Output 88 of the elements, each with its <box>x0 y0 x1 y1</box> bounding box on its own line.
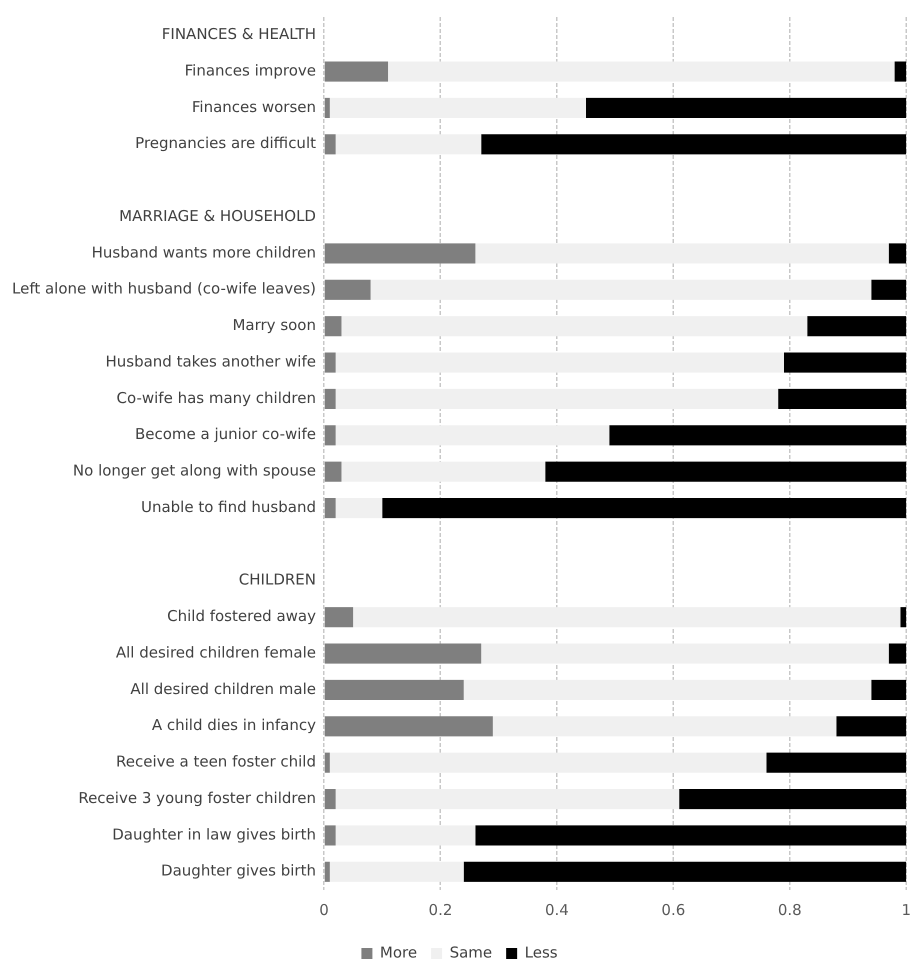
y-tick-label: All desired children male <box>130 680 316 698</box>
x-tick-label: 0.8 <box>778 900 802 919</box>
x-tick-label: 0 <box>319 900 329 919</box>
bar <box>370 280 872 300</box>
bar <box>330 862 464 882</box>
bar <box>324 62 388 82</box>
bar <box>481 644 889 664</box>
bar <box>336 352 784 373</box>
y-tick-label: Finances improve <box>184 61 316 80</box>
bar <box>888 644 906 664</box>
bar <box>888 243 906 264</box>
bar <box>679 789 906 810</box>
y-tick-label: Husband wants more children <box>92 243 316 262</box>
y-tick-label: Marry soon <box>232 316 316 334</box>
bar <box>894 62 906 82</box>
y-tick-label: MARRIAGE & HOUSEHOLD <box>119 206 316 225</box>
bar <box>324 388 336 409</box>
y-tick-label: A child dies in infancy <box>152 716 316 734</box>
y-tick-label: Left alone with husband (co-wife leaves) <box>12 280 316 298</box>
bar <box>336 388 778 409</box>
bar <box>324 425 336 446</box>
bar <box>492 716 836 736</box>
bar <box>336 498 382 518</box>
bar <box>330 98 586 118</box>
bar <box>388 62 895 82</box>
legend-label: Less <box>524 943 558 962</box>
bar <box>341 316 808 336</box>
bar <box>545 462 906 482</box>
bar <box>475 825 906 846</box>
y-tick-label: FINANCES & HEALTH <box>162 25 316 44</box>
bar <box>341 462 546 482</box>
bar <box>324 716 493 736</box>
bar <box>353 607 900 628</box>
bar <box>330 752 766 773</box>
bar <box>871 280 906 300</box>
bar <box>324 316 342 336</box>
bar <box>336 789 680 810</box>
bar <box>324 607 354 628</box>
bar <box>324 789 336 810</box>
x-tick-label: 0.4 <box>544 900 569 919</box>
x-tick-label: 1 <box>901 900 911 919</box>
bar <box>324 752 330 773</box>
bar <box>324 825 336 846</box>
bar <box>871 680 906 700</box>
y-tick-label: Daughter gives birth <box>161 862 316 880</box>
bar <box>900 607 906 628</box>
y-tick-label: Pregnancies are difficult <box>135 134 316 152</box>
legend-label: Same <box>450 943 492 962</box>
y-tick-label: Finances worsen <box>192 98 316 116</box>
bar <box>766 752 906 773</box>
bar <box>609 425 906 446</box>
bar <box>324 862 330 882</box>
bar <box>336 134 482 154</box>
y-tick-label: All desired children female <box>116 643 316 662</box>
y-tick-label: No longer get along with spouse <box>72 462 316 480</box>
legend-label: More <box>380 943 418 962</box>
y-tick-label: Child fostered away <box>167 607 316 626</box>
bar <box>836 716 906 736</box>
y-tick-label: Unable to find husband <box>140 498 316 516</box>
bar <box>586 98 906 118</box>
bar <box>324 680 464 700</box>
bar <box>324 98 330 118</box>
bar <box>336 425 610 446</box>
bar <box>324 462 342 482</box>
x-tick-label: 0.6 <box>661 900 686 919</box>
y-tick-label: Receive a teen foster child <box>116 752 316 771</box>
y-tick-label: CHILDREN <box>238 570 316 589</box>
y-tick-label: Husband takes another wife <box>105 352 316 370</box>
bar <box>324 644 482 664</box>
y-tick-label: Receive 3 young foster children <box>78 788 316 807</box>
bar <box>475 243 889 264</box>
y-tick-label: Daughter in law gives birth <box>112 825 316 844</box>
bar <box>464 862 906 882</box>
bar <box>784 352 906 373</box>
bar <box>778 388 906 409</box>
bar <box>464 680 872 700</box>
bar <box>336 825 476 846</box>
x-tick-label: 0.2 <box>428 900 452 919</box>
bar <box>324 280 371 300</box>
bar <box>481 134 906 154</box>
bar <box>324 498 336 518</box>
bar <box>324 243 476 264</box>
bar <box>324 134 336 154</box>
bar <box>807 316 906 336</box>
y-tick-label: Become a junior co-wife <box>134 425 316 444</box>
bar <box>382 498 906 518</box>
y-tick-label: Co-wife has many children <box>116 388 316 407</box>
bar <box>324 352 336 373</box>
